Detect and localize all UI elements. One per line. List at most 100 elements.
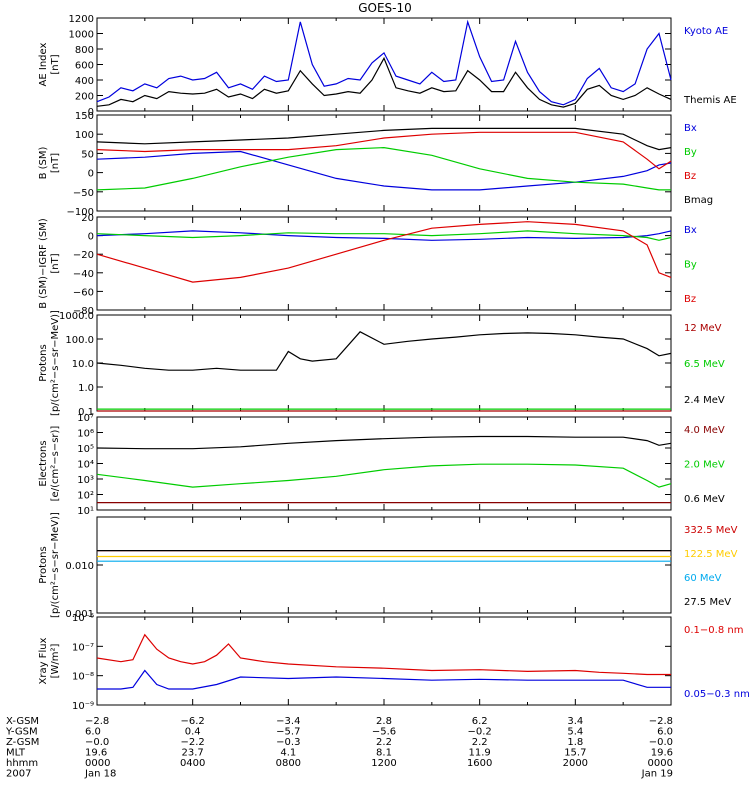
y-tick-label: −100 (67, 207, 94, 218)
y-tick-label: 10⁶ (77, 429, 94, 440)
x-axis-value: 6.0 (657, 727, 673, 738)
legend-entry: 6.5 MeV (684, 359, 725, 370)
series-line-bx (96, 230, 672, 241)
x-axis-value: 6.2 (472, 716, 488, 727)
y-tick-label: 1200 (69, 14, 94, 25)
y-tick-label: 0.001 (65, 609, 94, 620)
y-tick-label: 400 (75, 76, 94, 87)
panel-frame (96, 616, 672, 706)
legend-entry: Bmag (684, 195, 713, 206)
x-axis-value: 3.4 (567, 716, 583, 727)
x-axis-row-label: Y-GSM (5, 727, 38, 738)
y-tick-label: −50 (73, 188, 94, 199)
series-line-2-4-mev (96, 331, 672, 371)
y-axis-label: [p/(cm²−s−sr−MeV)] (50, 310, 61, 416)
legend-entry: 60 MeV (684, 573, 722, 584)
legend-entry: 2.0 MeV (684, 460, 725, 471)
y-axis-label: [nT] (50, 253, 61, 273)
legend-entry: By (684, 260, 697, 271)
x-axis-value: −5.7 (276, 727, 300, 738)
panel-frame (96, 516, 672, 614)
legend-entry: 0.6 MeV (684, 494, 725, 505)
y-tick-label: 100 (75, 130, 94, 141)
x-axis-value: 5.4 (567, 727, 583, 738)
y-tick-label: 0.1 (78, 407, 94, 418)
series-line-0-05-0-3-nm (97, 669, 671, 690)
legend-entry: 2.4 MeV (684, 395, 725, 406)
x-axis-value: 1200 (371, 758, 396, 769)
panel-b-gsm: −100 −50 0 50 100 150 B (SM) [nT] Bx By Bz Bmag (38, 111, 713, 218)
y-tick-label: 10.0 (72, 359, 94, 370)
x-axis-value: −0.0 (649, 737, 673, 748)
y-axis-label: [p/(cm²−s−sr−MeV)] (50, 512, 61, 618)
y-tick-label: −40 (73, 269, 94, 280)
x-axis-value: 2.2 (376, 737, 392, 748)
legend-entry: 12 MeV (684, 323, 722, 334)
x-axis-value: 2.8 (376, 716, 392, 727)
y-tick-label: −60 (73, 287, 94, 298)
x-axis-value: −0.2 (468, 727, 492, 738)
legend-entry: 332.5 MeV (684, 525, 738, 536)
legend-entry: 27.5 MeV (684, 597, 731, 608)
panel-protons-high: 0.001 0.010 Protons [p/(cm²−s−sr−MeV)] 332.5… (38, 512, 738, 620)
y-tick-label: 10⁴ (77, 460, 94, 471)
x-axis-value: 19.6 (85, 748, 107, 759)
y-axis-label: Electrons (38, 440, 49, 486)
legend-entry: Themis AE (683, 95, 737, 106)
x-axis-value: 0000 (85, 758, 110, 769)
legend-entry: By (684, 147, 697, 158)
y-tick-label: 1000 (69, 30, 94, 41)
y-axis-label: B (SM)−IGRF (SM) (38, 218, 49, 309)
x-axis-row-label: hhmm (6, 758, 38, 769)
chart-title: GOES-10 (358, 1, 412, 15)
series-line-bmag (96, 127, 672, 151)
x-axis-value: −6.2 (181, 716, 205, 727)
y-tick-label: 10³ (77, 475, 94, 486)
series-line-themis-ae (96, 56, 672, 108)
y-axis-label: Protons (38, 546, 49, 583)
y-tick-label: 10² (77, 491, 94, 502)
y-tick-label: 150 (75, 111, 94, 122)
y-tick-label: 800 (75, 45, 94, 56)
series-line-kyoto-ae (96, 19, 672, 106)
x-axis-value: −2.8 (85, 716, 109, 727)
y-tick-label: 0 (88, 169, 94, 180)
legend-entry: Kyoto AE (684, 26, 728, 37)
y-tick-label: 0 (88, 232, 94, 243)
x-axis-value: 2.2 (472, 737, 488, 748)
panel-protons-low: 0.1 1.0 10.0 100.0 1000.0 Protons [p/(cm²−s−sr… (38, 310, 725, 418)
panel-frame (96, 17, 672, 112)
y-tick-label: 10⁻⁷ (72, 642, 94, 653)
y-tick-label: 20 (81, 213, 94, 224)
x-axis-value: 1.8 (567, 737, 583, 748)
y-axis-label: [nT] (50, 54, 61, 74)
x-axis-value: 0400 (180, 758, 205, 769)
x-axis-value: 0.4 (185, 727, 201, 738)
panel-electrons: 10¹ 10² 10³ 10⁴ 10⁵ 10⁶ 10⁷ Electrons [e/(cm²−s−… (38, 413, 725, 517)
y-tick-label: 200 (75, 92, 94, 103)
x-axis-value: Jan 18 (84, 769, 116, 780)
x-axis-table: X-GSMY-GSMZ-GSMMLThhmm2007−2.86.0−0.019.… (5, 716, 673, 780)
y-axis-label: B (SM) (38, 146, 49, 179)
x-axis-value: −2.2 (181, 737, 205, 748)
y-tick-label: 10¹ (77, 506, 94, 517)
x-axis-row-label: MLT (6, 748, 26, 759)
x-axis-value: −0.3 (276, 737, 300, 748)
x-axis-row-label: Z-GSM (6, 737, 39, 748)
y-tick-label: 0 (88, 107, 94, 118)
series-line-2-0-mev (96, 463, 672, 488)
x-axis-value: 0000 (648, 758, 673, 769)
x-axis-value: 8.1 (376, 748, 392, 759)
series-line-by (96, 146, 671, 191)
x-axis-value: −5.6 (372, 727, 396, 738)
legend-entry: Bz (684, 171, 696, 182)
x-axis-value: −3.4 (276, 716, 300, 727)
legend-entry: 4.0 MeV (684, 425, 725, 436)
y-tick-label: 10⁻⁶ (72, 613, 94, 624)
series-line-bz (96, 131, 672, 170)
series-line-0-1-0-8-nm (96, 633, 671, 676)
x-axis-value: −2.8 (649, 716, 673, 727)
x-axis-value: Jan 19 (641, 769, 673, 780)
panel-ae-index: 0 200 400 600 800 1000 1200 AE Index [nT] Kyoto A… (38, 14, 737, 118)
